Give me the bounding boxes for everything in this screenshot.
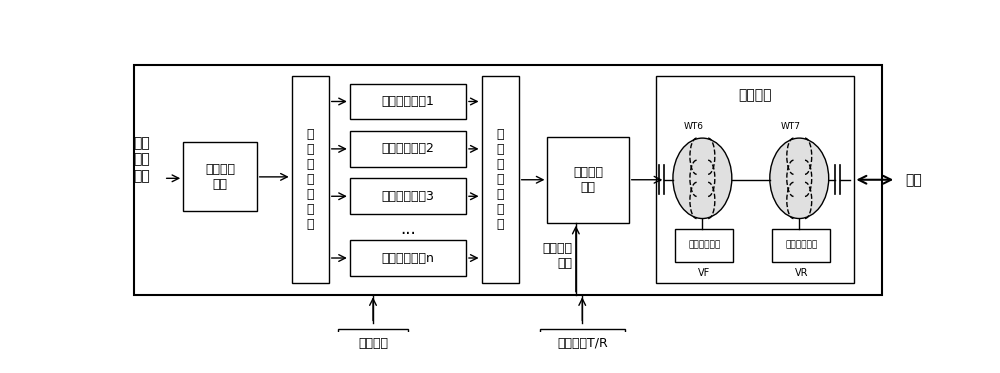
Text: 收发开关
电路: 收发开关 电路 [573,166,603,194]
Text: 多
选
一
射
频
开
关: 多 选 一 射 频 开 关 [496,128,504,231]
Text: 多
选
一
射
频
开
关: 多 选 一 射 频 开 关 [306,128,314,231]
Bar [338,329,408,358]
Text: WT7: WT7 [780,122,800,131]
Text: 低通滤波支路1: 低通滤波支路1 [381,95,434,108]
Bar [350,240,466,276]
Text: WT6: WT6 [684,122,704,131]
Text: 定耦电路: 定耦电路 [738,88,771,102]
Text: 控制端口T/R: 控制端口T/R [557,337,608,350]
Bar [134,65,882,295]
Text: 信号接收
端口: 信号接收 端口 [542,242,572,270]
Bar [183,142,257,211]
Bar [292,76,329,283]
Text: 功率放大
电路: 功率放大 电路 [205,163,235,191]
Bar [772,229,830,261]
Bar [350,178,466,214]
Text: VF: VF [698,268,710,278]
Bar [540,329,625,358]
Bar [350,131,466,167]
Text: 拉平校正模块: 拉平校正模块 [785,241,817,250]
Bar [547,137,629,223]
Text: 信号
输入
端口: 信号 输入 端口 [134,137,150,183]
Text: 拉平校正模块: 拉平校正模块 [688,241,720,250]
Text: VR: VR [794,268,808,278]
Text: 低通滤波支路2: 低通滤波支路2 [381,142,434,156]
Bar [656,76,854,283]
Text: 低通滤波支路3: 低通滤波支路3 [381,190,434,203]
Text: 供电电路: 供电电路 [358,337,388,350]
Ellipse shape [770,138,829,219]
Bar [675,229,733,261]
Text: 天线: 天线 [905,173,922,187]
Text: 低通滤波支路n: 低通滤波支路n [381,251,434,264]
Bar [482,76,519,283]
Text: ···: ··· [400,225,416,243]
Bar [350,84,466,119]
Ellipse shape [673,138,732,219]
